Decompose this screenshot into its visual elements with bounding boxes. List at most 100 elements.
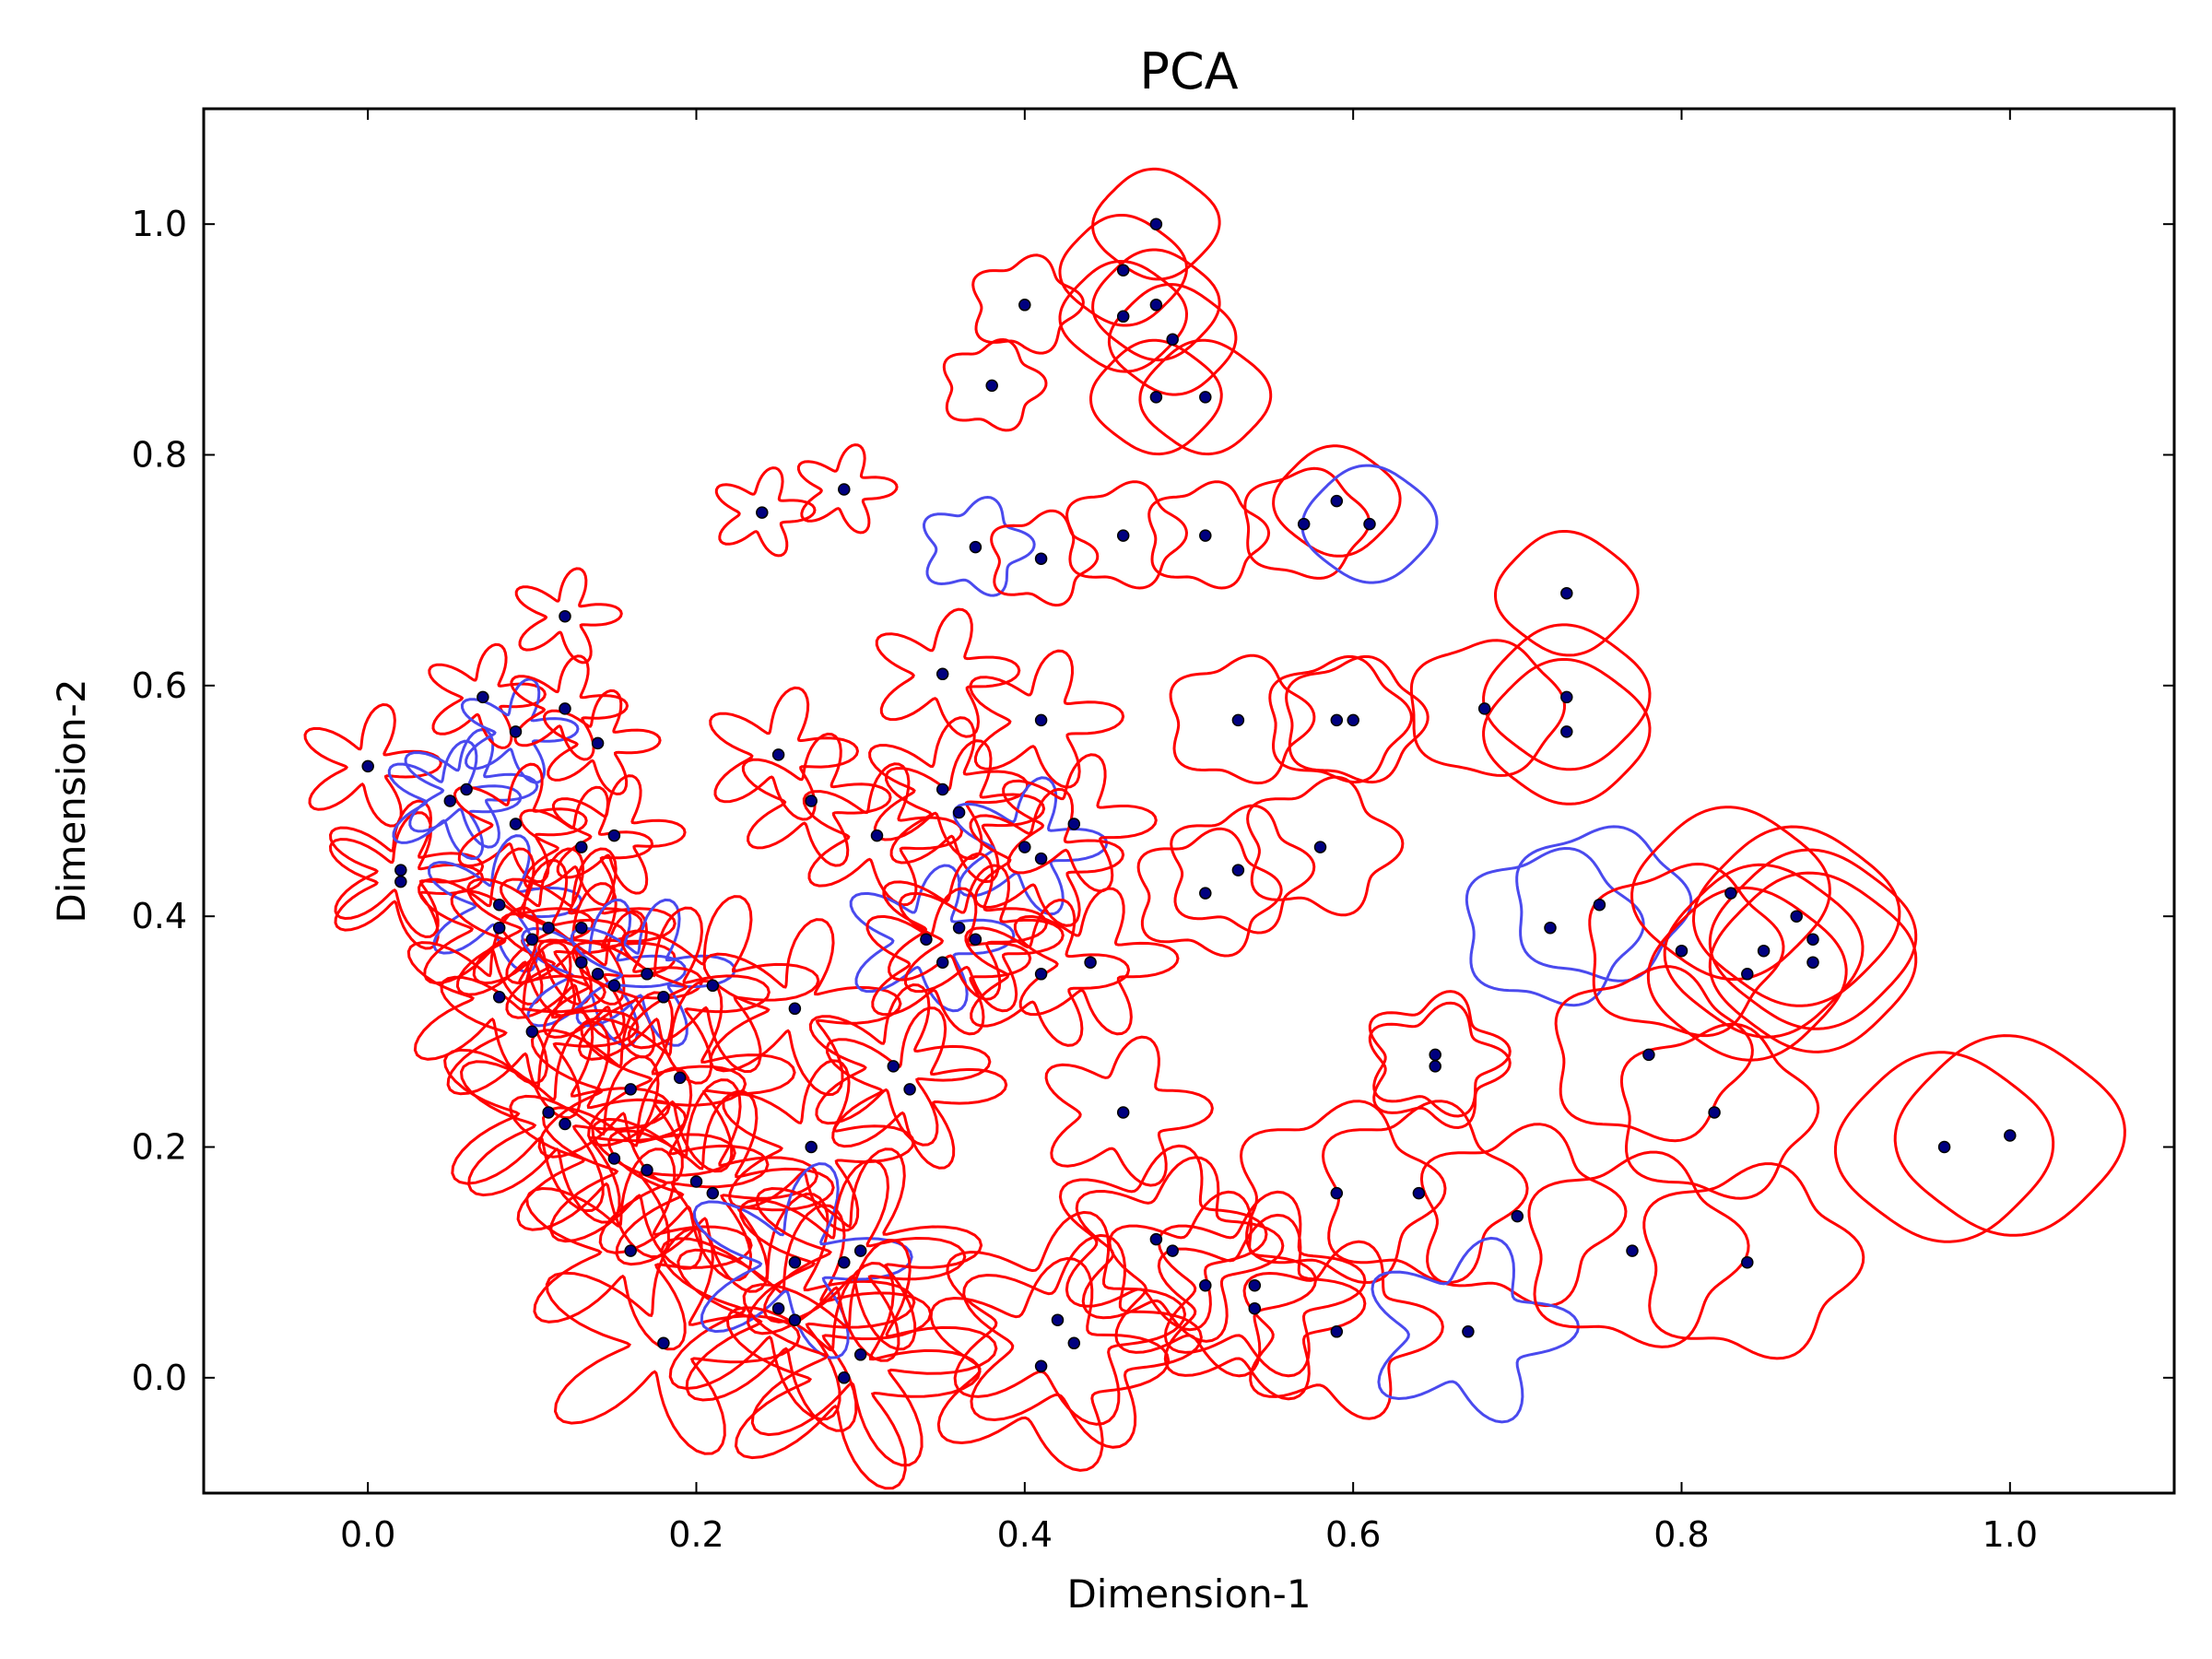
glyph-red-115 [1419, 1123, 1628, 1308]
data-point-88 [1199, 887, 1212, 900]
data-point-97 [1790, 910, 1803, 923]
glyph-red-44 [742, 1238, 998, 1467]
marker-layer [361, 218, 2017, 1384]
glyph-red-55 [969, 649, 1125, 789]
data-point-76 [1116, 529, 1130, 542]
data-point-14 [492, 921, 506, 935]
data-point-31 [607, 1152, 621, 1165]
data-point-53 [935, 782, 949, 796]
data-point-48 [838, 483, 851, 496]
glyph-red-121 [929, 1256, 1171, 1472]
glyph-red-24 [571, 906, 771, 1085]
glyph-red-7 [510, 654, 629, 761]
data-point-0 [361, 759, 374, 773]
glyph-red-2 [328, 811, 485, 950]
data-point-60 [952, 921, 966, 935]
data-point-23 [525, 1025, 539, 1039]
glyph-red-112 [1242, 1240, 1444, 1420]
chart-title: PCA [1139, 42, 1238, 100]
glyph-blue-21 [570, 898, 736, 1047]
glyph-red-95 [1646, 886, 1848, 1062]
data-point-42 [853, 1244, 867, 1257]
data-point-18 [575, 956, 588, 969]
data-point-37 [657, 1336, 670, 1350]
data-point-58 [1067, 818, 1081, 830]
data-point-104 [1708, 1106, 1721, 1119]
data-point-119 [1051, 1313, 1065, 1326]
data-point-102 [1116, 1106, 1130, 1119]
data-point-113 [1330, 1186, 1344, 1200]
glyph-red-81 [1494, 530, 1640, 657]
data-point-115 [1511, 1209, 1524, 1223]
glyph-red-79 [1272, 444, 1402, 558]
tick-layer: 0.0 0.2 0.4 0.6 0.8 1.0 0.0 0.2 0.4 0.6 0.8 1.0 [132, 109, 2174, 1555]
data-point-77 [1199, 529, 1212, 542]
glyph-red-70 [1091, 248, 1221, 362]
glyph-red-106 [1893, 1034, 2126, 1237]
data-point-25 [706, 979, 720, 993]
glyph-red-64 [1013, 887, 1180, 1036]
glyph-blue-13 [427, 834, 583, 973]
data-point-26 [788, 1002, 802, 1016]
glyph-red-66 [971, 253, 1085, 355]
data-point-95 [1741, 968, 1754, 981]
data-point-41 [838, 1255, 851, 1269]
data-point-66 [1018, 299, 1031, 312]
glyph-red-5 [428, 642, 547, 749]
glyph-red-9 [514, 567, 623, 665]
plot-frame [202, 107, 2176, 1495]
glyph-red-68 [1091, 167, 1221, 281]
data-point-49 [771, 748, 785, 761]
glyph-red-104 [1619, 1022, 1820, 1200]
data-point-29 [542, 1106, 555, 1119]
data-point-108 [1166, 1244, 1179, 1257]
data-point-121 [1034, 1359, 1048, 1373]
glyph-red-65 [942, 337, 1048, 432]
data-point-107 [1149, 1232, 1163, 1246]
data-point-92 [1593, 898, 1606, 912]
data-point-80 [1363, 517, 1376, 531]
glyph-red-94 [1630, 806, 1831, 981]
data-point-17 [575, 921, 588, 935]
data-point-11 [575, 841, 588, 853]
glyph-red-33 [591, 1078, 818, 1282]
data-point-83 [1330, 713, 1344, 727]
data-point-101 [1429, 1048, 1441, 1062]
glyph-red-86 [1482, 623, 1652, 771]
glyph-red-45 [808, 982, 992, 1147]
data-point-34 [706, 1186, 720, 1200]
data-point-51 [870, 829, 884, 842]
glyph-red-29 [443, 1008, 671, 1213]
glyph-red-101 [1368, 990, 1512, 1118]
glyph-red-105 [1833, 1051, 2055, 1243]
glyph-red-90 [1246, 775, 1405, 917]
glyph-red-60 [882, 852, 1049, 1001]
data-point-85 [1477, 702, 1491, 715]
data-point-19 [591, 968, 605, 981]
x-axis-label: Dimension-1 [1066, 1571, 1311, 1617]
data-point-87 [1560, 725, 1573, 738]
glyph-red-10 [453, 762, 588, 884]
data-point-54 [952, 806, 966, 819]
glyph-red-118 [1642, 1162, 1865, 1360]
glyph-red-97 [1691, 825, 1901, 1007]
data-point-12 [607, 829, 621, 842]
data-point-117 [1626, 1244, 1639, 1257]
glyph-red-84 [1285, 654, 1430, 784]
glyph-red-30 [459, 1020, 688, 1224]
data-point-96 [1757, 944, 1771, 958]
data-point-55 [1034, 713, 1048, 727]
glyph-red-35 [722, 1059, 915, 1232]
data-point-114 [1412, 1186, 1426, 1200]
glyph-red-119 [946, 1210, 1187, 1426]
glyph-red-62 [865, 887, 1032, 1036]
data-point-98 [1806, 933, 1819, 946]
glyph-red-71 [1107, 283, 1238, 396]
glyph-red-99 [1708, 871, 1918, 1053]
data-point-94 [1724, 887, 1737, 900]
data-point-100 [1429, 1060, 1441, 1073]
data-point-46 [903, 1083, 916, 1096]
data-point-99 [1806, 956, 1819, 969]
glyph-red-12 [551, 774, 687, 895]
